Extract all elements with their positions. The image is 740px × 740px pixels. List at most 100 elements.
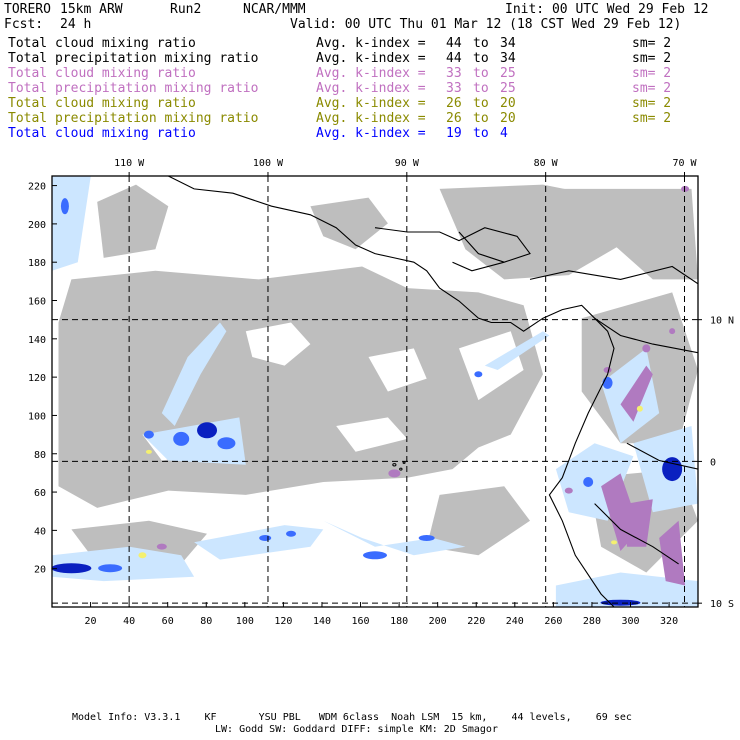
precip-core <box>143 430 154 439</box>
legend-to: to <box>473 126 489 141</box>
legend-field: Total precipitation mixing ratio <box>8 51 259 66</box>
legend-field: Total precipitation mixing ratio <box>8 111 259 126</box>
legend-smoothing: sm= 2 <box>632 81 672 96</box>
y-tick-label: 20 <box>34 565 46 576</box>
valid-time: Valid: 00 UTC Thu 01 Mar 12 (18 CST Wed … <box>290 17 682 32</box>
legend-to: to <box>473 51 489 66</box>
legend-k-end: 4 <box>500 126 508 141</box>
x-tick-label: 300 <box>621 616 639 627</box>
x-tick-label: 160 <box>352 616 370 627</box>
island <box>399 467 403 471</box>
purple-area <box>620 365 653 422</box>
map-frame <box>51 175 699 608</box>
purple-area <box>156 543 167 550</box>
x-tick-label: 80 <box>200 616 212 627</box>
precip-core <box>173 431 190 446</box>
precip-band <box>52 176 91 271</box>
legend-k-start: 33 <box>446 81 462 96</box>
x-tick-label: 20 <box>85 616 97 627</box>
legend-row: Total cloud mixing ratio Avg. k-index = 33… <box>0 66 740 81</box>
y-tick-label: 60 <box>34 488 46 499</box>
purple-area <box>564 487 573 494</box>
precip-core <box>583 477 594 488</box>
legend-row: Total precipitation mixing ratio Avg. k-i… <box>0 81 740 96</box>
longitude-label: 80 W <box>534 158 559 169</box>
legend-field: Total cloud mixing ratio <box>8 96 196 111</box>
purple-area <box>603 366 612 373</box>
clear-area <box>245 322 311 366</box>
latitude-label: 10 S <box>710 599 734 610</box>
coastline <box>168 176 615 607</box>
legend-k-start: 26 <box>446 96 462 111</box>
y-tick-label: 140 <box>28 335 46 346</box>
legend-avg-label: Avg. k-index = <box>316 81 426 96</box>
legend-k-end: 34 <box>500 51 516 66</box>
model-run: Run2 <box>170 2 202 17</box>
coastline <box>594 503 679 565</box>
precip-core <box>418 535 435 542</box>
coastline <box>626 442 698 470</box>
x-tick-label: 280 <box>583 616 601 627</box>
legend-avg-label: Avg. k-index = <box>316 36 426 51</box>
legend-avg-label: Avg. k-index = <box>316 66 426 81</box>
legend-field: Total cloud mixing ratio <box>8 126 196 141</box>
precip-band <box>161 322 227 426</box>
cloud-area <box>310 197 388 250</box>
legend-avg-label: Avg. k-index = <box>316 51 426 66</box>
x-tick-label: 320 <box>660 616 678 627</box>
legend-k-start: 26 <box>446 111 462 126</box>
cloud-area <box>97 184 169 258</box>
yellow-spot <box>611 540 618 545</box>
coastline <box>458 231 505 263</box>
x-tick-label: 40 <box>123 616 135 627</box>
legend-to: to <box>473 66 489 81</box>
y-tick-label: 100 <box>28 411 46 422</box>
legend-avg-label: Avg. k-index = <box>316 111 426 126</box>
coastline <box>374 227 531 272</box>
legend-smoothing: sm= 2 <box>632 111 672 126</box>
legend-row: Total precipitation mixing ratio Avg. k-i… <box>0 51 740 66</box>
precip-core <box>662 457 683 482</box>
legend-k-end: 25 <box>500 66 516 81</box>
y-tick-label: 200 <box>28 220 46 231</box>
x-tick-label: 200 <box>429 616 447 627</box>
legend-row: Total precipitation mixing ratio Avg. k-i… <box>0 111 740 126</box>
legend-row: Total cloud mixing ratio Avg. k-index = 26… <box>0 96 740 111</box>
footer-model-info: Model Info: V3.3.1 KF YSU PBL WDM 6class… <box>72 712 632 723</box>
purple-area <box>642 344 651 353</box>
y-tick-label: 160 <box>28 297 46 308</box>
latitude-label: 10 N <box>710 316 734 327</box>
legend-k-end: 20 <box>500 111 516 126</box>
precip-core <box>197 422 218 439</box>
model-org: NCAR/MMM <box>243 2 306 17</box>
x-tick-label: 140 <box>313 616 331 627</box>
precip-core <box>363 551 387 560</box>
precip-band <box>484 331 550 370</box>
precip-core <box>217 437 236 450</box>
y-tick-label: 40 <box>34 526 46 537</box>
precip-core <box>98 564 123 573</box>
purple-area <box>669 328 676 335</box>
purple-area <box>626 499 653 547</box>
y-tick-label: 120 <box>28 373 46 384</box>
precip-band <box>323 520 466 556</box>
clear-area <box>336 417 408 452</box>
precip-core <box>259 535 272 542</box>
legend-k-end: 25 <box>500 81 516 96</box>
longitude-label: 100 W <box>253 158 284 169</box>
precip-band <box>142 417 246 465</box>
latitude-label: 0 <box>710 457 716 468</box>
longitude-label: 90 W <box>395 158 420 169</box>
legend-avg-label: Avg. k-index = <box>316 126 426 141</box>
legend-field: Total cloud mixing ratio <box>8 36 196 51</box>
legend-avg-label: Avg. k-index = <box>316 96 426 111</box>
legend-smoothing: sm= 2 <box>632 96 672 111</box>
legend-to: to <box>473 36 489 51</box>
legend-k-end: 20 <box>500 96 516 111</box>
precip-band <box>194 525 324 560</box>
legend-k-start: 44 <box>446 51 462 66</box>
legend-k-start: 19 <box>446 126 462 141</box>
island <box>392 463 397 467</box>
legend-smoothing: sm= 2 <box>632 36 672 51</box>
y-tick-label: 220 <box>28 182 46 193</box>
